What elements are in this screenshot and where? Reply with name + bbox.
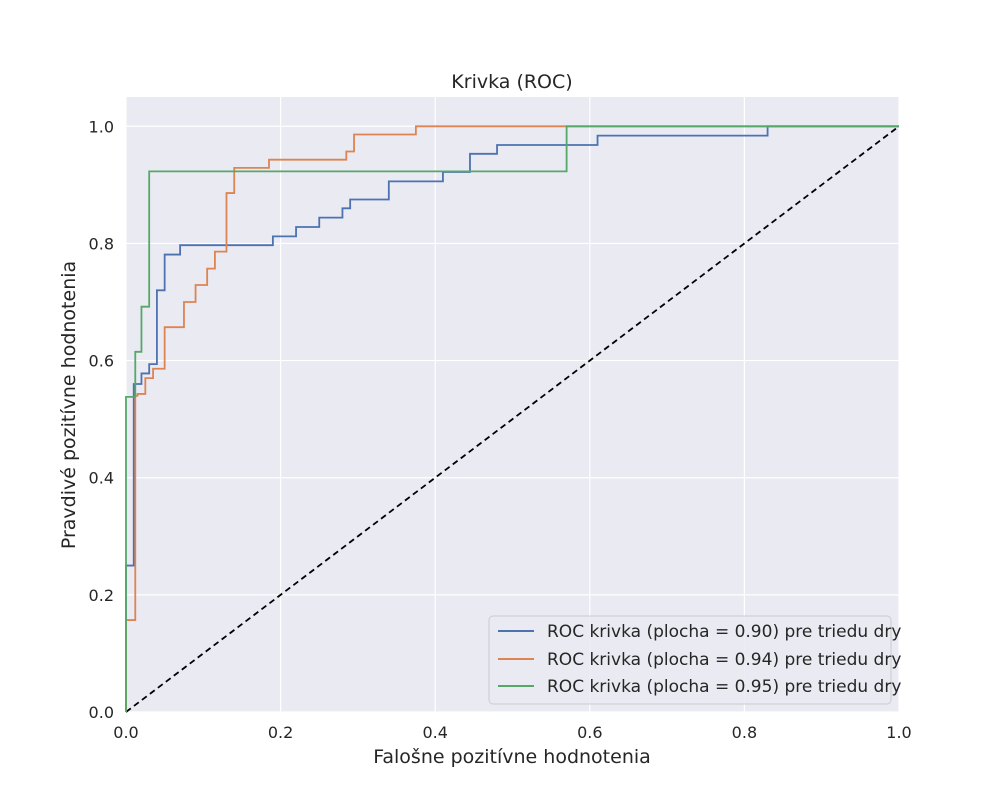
grid-lines xyxy=(125,97,900,713)
series-layer xyxy=(125,125,899,712)
y-tick-label: 0.6 xyxy=(89,352,114,371)
chart-title: Krivka (ROC) xyxy=(451,71,572,93)
x-axis-ticks: 0.0 0.2 0.4 0.6 0.8 1.0 xyxy=(113,723,911,742)
legend-label: ROC krivka (plocha = 0.94) pre triedu dr… xyxy=(547,650,901,670)
legend-entry: ROC krivka (plocha = 0.90) pre triedu dr… xyxy=(498,622,901,642)
legend-label: ROC krivka (plocha = 0.95) pre triedu dr… xyxy=(547,677,901,697)
plot-area xyxy=(126,97,899,712)
series-line-2 xyxy=(125,125,899,712)
y-axis-label: Pravdivé pozitívne hodnotenia xyxy=(58,261,80,549)
legend-label: ROC krivka (plocha = 0.90) pre triedu dr… xyxy=(547,622,901,642)
x-tick-label: 0.6 xyxy=(577,723,602,742)
legend-entry: ROC krivka (plocha = 0.94) pre triedu dr… xyxy=(498,650,901,670)
legend-entry: ROC krivka (plocha = 0.95) pre triedu dr… xyxy=(498,677,901,697)
y-tick-label: 0.0 xyxy=(89,703,114,722)
x-tick-label: 0.2 xyxy=(268,723,293,742)
series-line-0 xyxy=(125,125,899,712)
y-axis-ticks: 0.0 0.2 0.4 0.6 0.8 1.0 xyxy=(89,117,114,722)
x-axis-label: Falošne pozitívne hodnotenia xyxy=(373,746,651,768)
y-tick-label: 1.0 xyxy=(89,117,114,136)
x-tick-label: 1.0 xyxy=(886,723,911,742)
legend: ROC krivka (plocha = 0.90) pre triedu dr… xyxy=(488,615,901,705)
legend-box xyxy=(488,615,892,705)
y-tick-label: 0.8 xyxy=(89,234,114,253)
x-tick-label: 0.0 xyxy=(113,723,138,742)
series-line-1 xyxy=(125,125,899,712)
y-tick-label: 0.2 xyxy=(89,586,114,605)
diagonal-reference-line xyxy=(125,125,900,713)
x-tick-label: 0.4 xyxy=(422,723,447,742)
x-tick-label: 0.8 xyxy=(732,723,757,742)
y-tick-label: 0.4 xyxy=(89,469,114,488)
